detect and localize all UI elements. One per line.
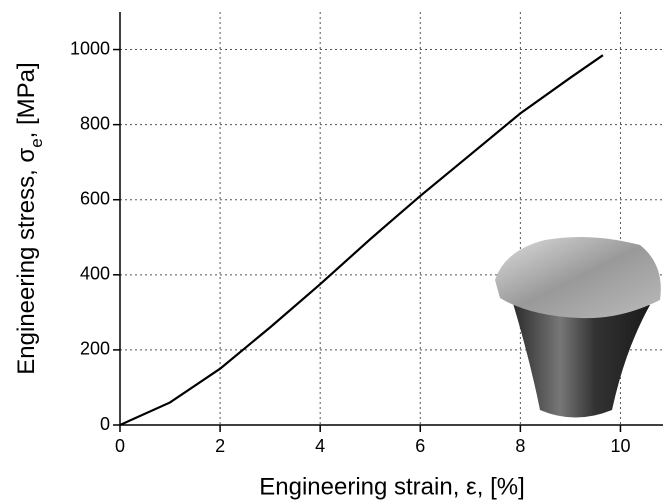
x-tick-label: 6: [415, 436, 425, 456]
x-tick-label: 8: [515, 436, 525, 456]
x-tick-label: 2: [215, 436, 225, 456]
y-tick-label: 600: [80, 188, 110, 208]
y-tick-label: 400: [80, 264, 110, 284]
x-tick-label: 10: [610, 436, 630, 456]
y-tick-label: 800: [80, 113, 110, 133]
y-tick-label: 200: [80, 339, 110, 359]
x-axis-label: Engineering strain, ε, [%]: [259, 473, 525, 500]
y-tick-label: 1000: [70, 38, 110, 58]
specimen-photo: [495, 236, 661, 418]
data-line: [119, 54, 604, 427]
y-tick-label: 0: [100, 414, 110, 434]
y-label-tail: , [MPa]: [13, 62, 40, 138]
y-axis-label: Engineering stress, σe, [MPa]: [13, 62, 46, 374]
x-tick-label: 0: [115, 436, 125, 456]
x-tick-label: 4: [315, 436, 325, 456]
y-label-sub: e: [27, 138, 46, 147]
y-label-main: Engineering stress, σ: [13, 148, 40, 375]
y-axis-label-text: Engineering stress, σe, [MPa]: [13, 62, 46, 374]
